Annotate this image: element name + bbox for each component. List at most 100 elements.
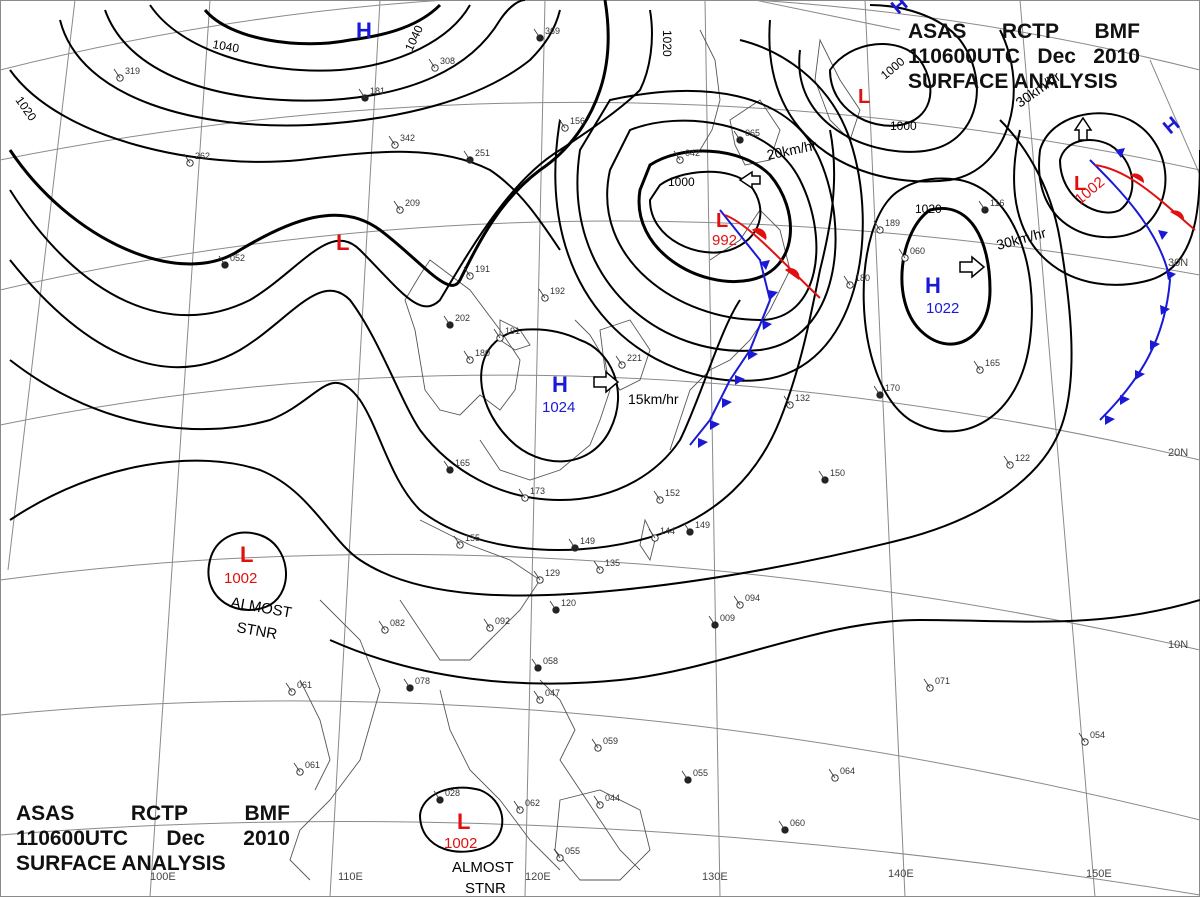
wind-barb <box>285 682 293 693</box>
footer-station: RCTP <box>130 802 189 825</box>
station-pressure-value: 192 <box>550 286 565 296</box>
lon-label-100e: 100E <box>150 871 176 883</box>
isobar-j <box>329 599 1200 685</box>
footer-month: Dec <box>166 827 205 850</box>
chart-header-top: ASAS RCTP BMF 110600UTC Dec 2010 SURFACE… <box>908 19 1140 94</box>
wind-barb <box>453 535 461 546</box>
coast-hokkaido <box>729 99 781 166</box>
station-pressure-value: 144 <box>660 526 675 536</box>
arrow-30kmhr-east <box>1073 116 1093 141</box>
coastlines <box>289 29 861 881</box>
wind-barb <box>183 153 191 164</box>
footer-year: 2010 <box>243 827 290 850</box>
station-pressure-value: 181 <box>370 86 385 96</box>
wind-barb <box>673 150 681 161</box>
station-pressure-value: 058 <box>543 656 558 666</box>
coast-south-china <box>399 519 541 661</box>
movement-label-15: 15km/hr <box>628 391 679 407</box>
station-pressure-value: 116 <box>990 198 1004 208</box>
station-pressure-value: 173 <box>530 486 545 496</box>
low-value-japan: 992 <box>712 232 737 249</box>
header-issuer: BMF <box>1094 20 1141 43</box>
lat-label-20n: 20N <box>1168 447 1188 459</box>
isobar-high-1022-outer <box>862 177 1033 433</box>
wind-barb <box>513 800 521 811</box>
wind-barb <box>218 255 226 266</box>
isobar-label-1000-b: 1000 <box>878 54 908 82</box>
isobar-japan-low-4 <box>576 89 837 352</box>
coordinate-labels: 100E 110E 120E 130E 140E 150E 30N 20N 10… <box>150 257 1188 883</box>
station-pressure-value: 191 <box>475 264 490 274</box>
wind-barb <box>443 315 451 326</box>
wind-barb <box>533 570 541 581</box>
isobar-b <box>104 0 526 102</box>
wind-barb <box>531 658 539 669</box>
meridian-100e <box>149 0 211 897</box>
station-pressure-value: 009 <box>720 613 735 623</box>
remark-almost-1: ALMOST <box>229 594 293 621</box>
wind-barb <box>518 488 526 499</box>
isobar-1040-inner <box>203 3 442 46</box>
station-pressure-value: 156 <box>570 116 585 126</box>
isobar-east-3 <box>1013 129 1200 286</box>
high-value-china: 1024 <box>542 399 575 416</box>
header-station: RCTP <box>1001 20 1060 43</box>
low-letter-east: L <box>1074 173 1086 195</box>
station-pressure-value: 042 <box>685 148 700 158</box>
wind-barb <box>568 538 576 549</box>
station-pressure-value: 155 <box>465 533 480 543</box>
wind-barb <box>493 328 501 339</box>
station-pressure-value: 150 <box>830 468 845 478</box>
isobar-i <box>207 531 287 611</box>
station-pressure-value: 308 <box>440 56 455 66</box>
station-pressure-value: 047 <box>545 688 560 698</box>
station-pressure-value: 060 <box>790 818 805 828</box>
isobar-label-1020-b: 1020 <box>660 30 674 57</box>
station-pressure-value: 209 <box>405 198 420 208</box>
station-pressure-value: 054 <box>1090 730 1105 740</box>
lat-label-30n: 30N <box>1168 257 1188 269</box>
isobar-label-1000-c: 1000 <box>890 119 917 133</box>
wind-barb <box>733 595 741 606</box>
station-pressure-value: 061 <box>305 760 320 770</box>
lon-label-110e: 110E <box>338 871 363 883</box>
footer-issuer: BMF <box>244 802 291 825</box>
wind-barb <box>483 618 491 629</box>
wind-barb <box>733 130 741 141</box>
movement-arrows <box>593 116 1093 394</box>
wind-barb <box>428 58 436 69</box>
station-pressure-value: 202 <box>455 313 470 323</box>
low-value-sw: 1002 <box>224 570 257 587</box>
chart-header-bottom: ASAS RCTP BMF 110600UTC Dec 2010 SURFACE… <box>16 801 290 876</box>
low-letter-central: L <box>336 230 349 255</box>
movement-label-20: 20km/hr <box>765 137 818 163</box>
station-pressure-value: 342 <box>400 133 415 143</box>
wind-barb <box>873 385 881 396</box>
station-plots: 369 308 319 181 262 342 251 156 209 052 191 192 202 1… <box>113 26 1105 862</box>
low-letter-kamchatka: L <box>858 86 870 108</box>
wind-barb <box>463 266 471 277</box>
lon-label-130e: 130E <box>702 871 728 883</box>
wind-barb <box>818 470 826 481</box>
parallel-40n <box>0 101 1200 171</box>
wind-barb <box>873 220 881 231</box>
footer-agency: ASAS <box>16 802 75 825</box>
station-pressure-value: 028 <box>445 788 460 798</box>
wind-barb <box>778 820 786 831</box>
meridian-120e <box>864 0 906 897</box>
station-pressure-value: 251 <box>475 148 490 158</box>
lon-label-120e: 120E <box>525 871 551 883</box>
isobar-kam-3 <box>768 19 1015 183</box>
station-pressure-value: 262 <box>195 151 210 161</box>
station-pressure-value: 062 <box>525 798 540 808</box>
high-value-pacific: 1022 <box>926 300 959 317</box>
wind-barb <box>973 360 981 371</box>
wind-barb <box>463 150 471 161</box>
wind-barb <box>978 200 986 211</box>
isobar-f <box>9 259 741 502</box>
parallel-30n <box>0 220 1200 291</box>
station-pressure-value: 129 <box>545 568 560 578</box>
wind-barb <box>558 118 566 129</box>
